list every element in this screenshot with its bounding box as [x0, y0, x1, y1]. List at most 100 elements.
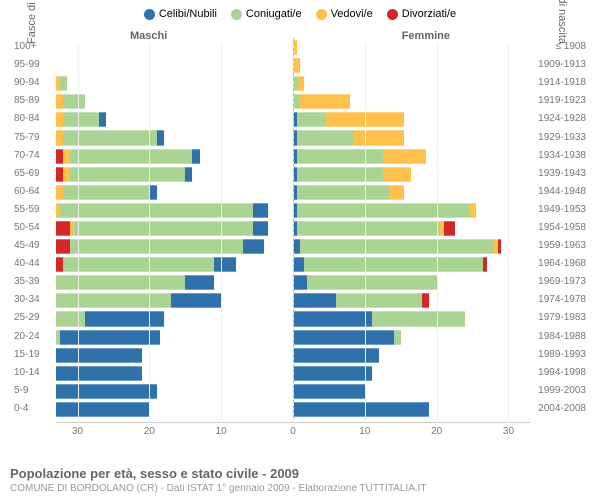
segment	[56, 366, 142, 381]
y-left-tick: 35-39	[14, 277, 40, 287]
segment	[297, 185, 390, 200]
y-left-tick: 90-94	[14, 78, 40, 88]
y-left-tick: 70-74	[14, 151, 40, 161]
legend-swatch	[387, 9, 398, 20]
segment	[70, 167, 185, 182]
x-tick: 30	[503, 426, 514, 437]
segment	[297, 76, 304, 91]
y-right-tick: 1984-1988	[538, 332, 586, 342]
y-left-tick: 20-24	[14, 332, 40, 342]
y-right-tick: 1934-1938	[538, 151, 586, 161]
male-half	[56, 58, 293, 73]
male-half	[56, 384, 293, 399]
female-half	[293, 330, 530, 345]
segment	[56, 221, 70, 236]
footer: Popolazione per età, sesso e stato civil…	[10, 466, 590, 494]
segment	[304, 257, 484, 272]
y-right-tick: 1989-1993	[538, 350, 586, 360]
gridline	[221, 43, 222, 423]
legend-label: Divorziati/e	[402, 8, 456, 20]
segment	[63, 149, 70, 164]
segment	[56, 94, 63, 109]
segment	[63, 257, 214, 272]
segment	[483, 257, 487, 272]
segment	[293, 366, 372, 381]
segment	[70, 239, 242, 254]
legend-label: Coniugati/e	[246, 8, 302, 20]
y-left-tick: 45-49	[14, 241, 40, 251]
female-half	[293, 130, 530, 145]
legend-item: Celibi/Nubili	[144, 8, 217, 20]
segment	[390, 185, 404, 200]
x-tick: 10	[359, 426, 370, 437]
footer-sub: COMUNE DI BORDOLANO (CR) - Dati ISTAT 1°…	[10, 483, 590, 494]
female-half	[293, 348, 530, 363]
y-right-tick: ≤ 1908	[555, 42, 586, 52]
female-half	[293, 293, 530, 308]
segment	[185, 167, 192, 182]
segment	[171, 293, 221, 308]
y-right-tick: 1994-1998	[538, 368, 586, 378]
segment	[56, 257, 63, 272]
segment	[157, 130, 164, 145]
y-right-tick: 1909-1913	[538, 60, 586, 70]
female-half	[293, 275, 530, 290]
x-tick: 30	[72, 426, 83, 437]
male-half	[56, 402, 293, 417]
segment	[498, 239, 502, 254]
segment	[293, 239, 300, 254]
x-axis: 3020100102030	[56, 422, 530, 446]
female-half	[293, 402, 530, 417]
segment	[74, 221, 254, 236]
gridline	[437, 43, 438, 423]
y-left-tick: 30-34	[14, 295, 40, 305]
segment	[293, 94, 300, 109]
y-right-tick: 1944-1948	[538, 187, 586, 197]
female-half	[293, 221, 530, 236]
footer-title: Popolazione per età, sesso e stato civil…	[10, 466, 590, 481]
y-left-tick: 40-44	[14, 259, 40, 269]
segment	[63, 94, 85, 109]
male-half	[56, 330, 293, 345]
segment	[56, 348, 142, 363]
segment	[63, 112, 99, 127]
female-half	[293, 149, 530, 164]
legend-swatch	[231, 9, 242, 20]
segment	[293, 402, 429, 417]
female-half	[293, 40, 530, 55]
segment	[336, 293, 422, 308]
segment	[214, 257, 236, 272]
female-half	[293, 311, 530, 326]
plot-area	[56, 38, 530, 418]
segment	[394, 330, 401, 345]
male-half	[56, 221, 293, 236]
segment	[293, 311, 372, 326]
y-left-tick: 50-54	[14, 223, 40, 233]
y-right-tick: 2004-2008	[538, 404, 586, 414]
female-half	[293, 58, 530, 73]
y-right-tick: 1974-1978	[538, 295, 586, 305]
segment	[300, 239, 494, 254]
segment	[63, 167, 70, 182]
y-right-tick: 1914-1918	[538, 78, 586, 88]
segment	[293, 384, 365, 399]
segment	[56, 185, 63, 200]
segment	[383, 149, 426, 164]
segment	[85, 311, 164, 326]
legend-label: Celibi/Nubili	[159, 8, 217, 20]
segment	[185, 275, 214, 290]
segment	[60, 203, 254, 218]
y-left-tick: 5-9	[14, 386, 28, 396]
segment	[293, 275, 307, 290]
y-right-tick: 1969-1973	[538, 277, 586, 287]
y-right-tick: 1964-1968	[538, 259, 586, 269]
segment	[253, 203, 267, 218]
segment	[297, 112, 326, 127]
segment	[372, 311, 465, 326]
legend: Celibi/NubiliConiugati/eVedovi/eDivorzia…	[8, 8, 592, 20]
legend-item: Coniugati/e	[231, 8, 302, 20]
male-half	[56, 130, 293, 145]
x-tick: 20	[144, 426, 155, 437]
x-tick: 0	[290, 426, 296, 437]
y-right-tick: 1924-1928	[538, 114, 586, 124]
